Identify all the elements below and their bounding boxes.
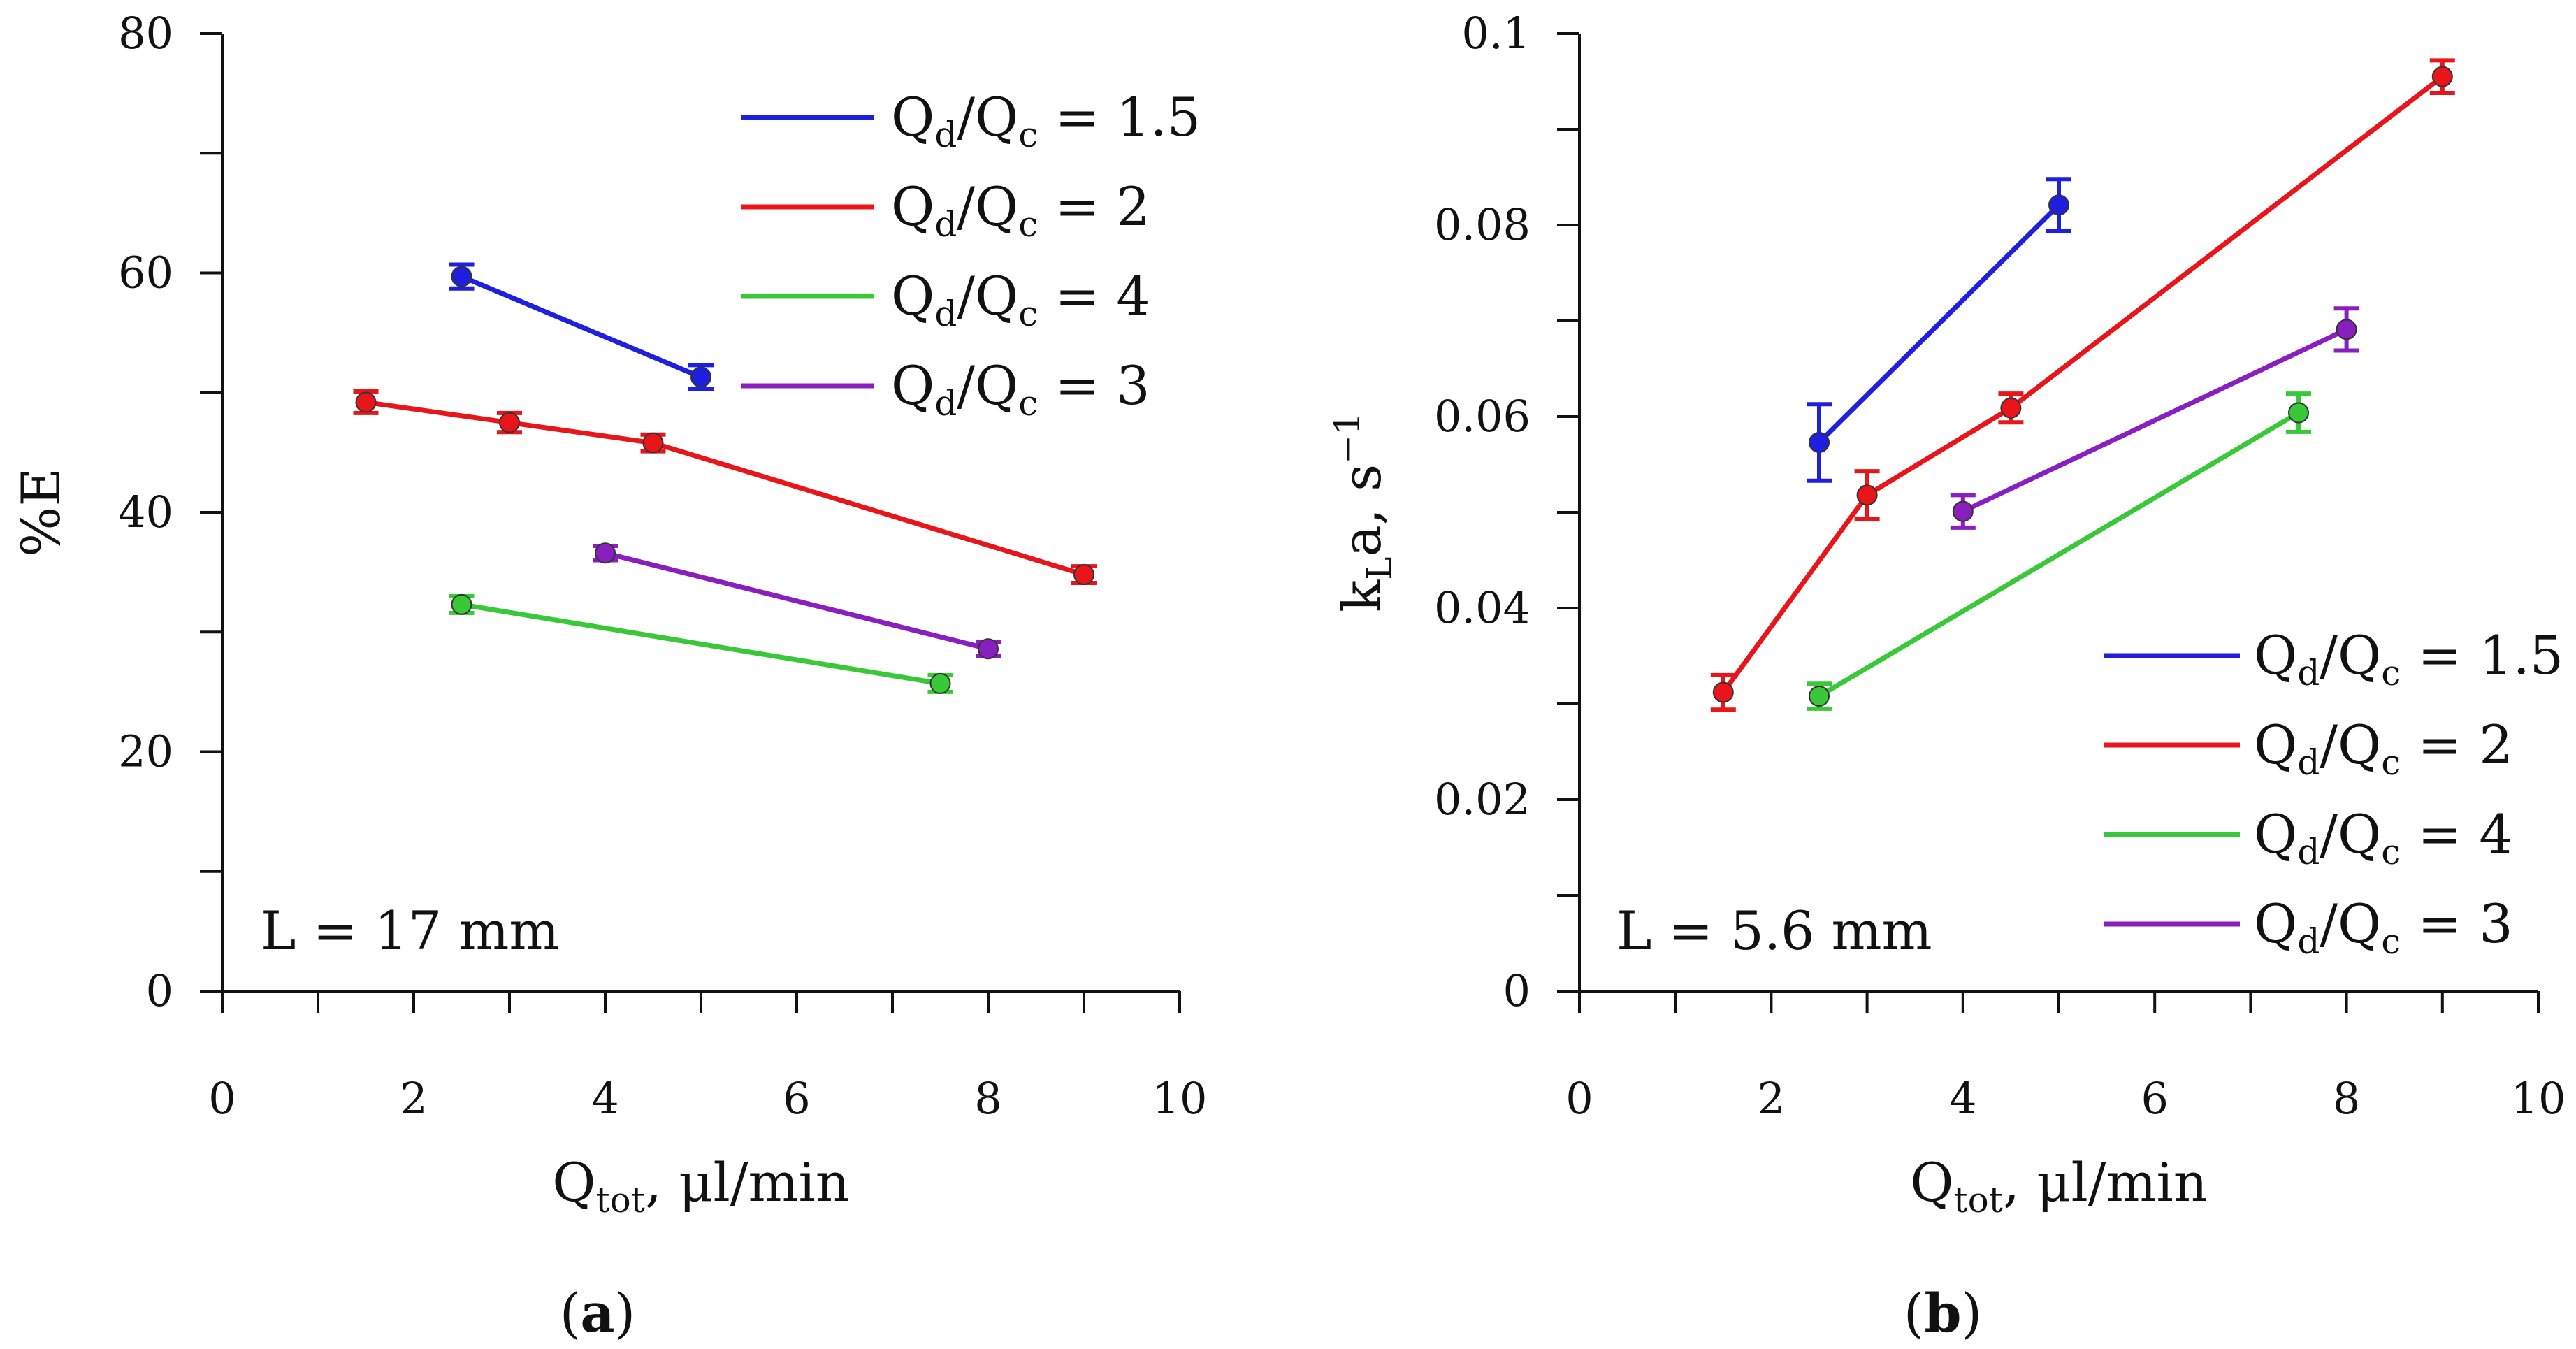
series-line-1 xyxy=(1721,74,2444,694)
legend-label: Qd/Qc = 4 xyxy=(891,265,1150,334)
y-tick-label: 40 xyxy=(118,486,173,538)
y-tick-label: 60 xyxy=(118,247,173,298)
annotation: L = 5.6 mm xyxy=(1616,900,1932,962)
x-tick-label: 4 xyxy=(591,1073,618,1124)
x-tick-label: 2 xyxy=(400,1073,427,1124)
data-point xyxy=(690,366,711,388)
x-tick-label: 0 xyxy=(208,1073,236,1124)
data-point xyxy=(2048,194,2069,216)
x-tick-label: 8 xyxy=(2333,1073,2360,1124)
data-point xyxy=(1952,500,1974,522)
data-point xyxy=(2336,319,2357,340)
x-tick-label: 0 xyxy=(1565,1073,1593,1124)
y-tick-label: 0 xyxy=(146,965,173,1016)
data-point xyxy=(2288,402,2309,424)
legend-label: Qd/Qc = 3 xyxy=(2254,893,2513,962)
y-tick-label: 20 xyxy=(118,726,173,777)
y-tick-label: 0 xyxy=(1503,965,1531,1016)
panel-label: (a) xyxy=(560,1282,636,1344)
x-axis-label: Qtot, μl/min xyxy=(552,1151,850,1220)
series-line-3 xyxy=(605,550,989,651)
annotation: L = 17 mm xyxy=(261,900,559,962)
x-tick-label: 2 xyxy=(1758,1073,1785,1124)
data-point xyxy=(642,432,664,454)
y-tick-label: 0.04 xyxy=(1434,582,1531,633)
series-line-3 xyxy=(1962,327,2348,514)
y-axis-label: %E xyxy=(10,468,72,557)
data-point xyxy=(1809,686,1830,707)
y-tick-label: 0.08 xyxy=(1434,199,1531,250)
legend-label: Qd/Qc = 4 xyxy=(2254,803,2513,872)
series-line-1 xyxy=(366,399,1085,577)
data-point xyxy=(451,266,472,287)
series-line-2 xyxy=(461,602,941,686)
data-point xyxy=(451,593,472,615)
x-tick-label: 10 xyxy=(1152,1073,1208,1124)
y-tick-label: 0.02 xyxy=(1434,774,1531,825)
y-tick-label: 0.1 xyxy=(1461,8,1531,59)
legend-label: Qd/Qc = 3 xyxy=(891,354,1150,424)
y-tick-label: 80 xyxy=(118,8,173,59)
data-point xyxy=(1712,681,1734,703)
data-point xyxy=(929,672,951,694)
data-point xyxy=(499,412,520,433)
data-point xyxy=(1073,564,1094,586)
x-tick-label: 8 xyxy=(974,1073,1001,1124)
y-axis-label: kLa, s−1 xyxy=(1327,412,1400,612)
data-point xyxy=(595,542,616,564)
legend-label: Qd/Qc = 2 xyxy=(2254,714,2513,783)
panel-label: (b) xyxy=(1904,1282,1982,1344)
legend-label: Qd/Qc = 1.5 xyxy=(891,86,1201,155)
data-point xyxy=(1856,484,1878,506)
x-axis-label: Qtot, μl/min xyxy=(1910,1151,2208,1220)
x-tick-label: 10 xyxy=(2511,1073,2566,1124)
legend-label: Qd/Qc = 1.5 xyxy=(2254,624,2563,693)
data-point xyxy=(1809,431,1830,453)
data-point xyxy=(2431,66,2453,87)
legend-label: Qd/Qc = 2 xyxy=(891,175,1150,245)
x-tick-label: 6 xyxy=(783,1073,810,1124)
data-point xyxy=(355,391,377,413)
y-tick-label: 0.06 xyxy=(1434,391,1531,442)
data-point xyxy=(978,638,999,660)
data-point xyxy=(2000,397,2022,419)
x-tick-label: 6 xyxy=(2141,1073,2168,1124)
legend: Qd/Qc = 1.5 Qd/Qc = 2 Qd/Qc = 4 Qd/Qc = 3 xyxy=(2104,624,2563,962)
x-tick-label: 4 xyxy=(1949,1073,1976,1124)
series-line-0 xyxy=(461,274,702,380)
series-line-2 xyxy=(1818,410,2300,699)
series-line-0 xyxy=(1817,203,2061,445)
legend: Qd/Qc = 1.5 Qd/Qc = 2 Qd/Qc = 4 Qd/Qc = 3 xyxy=(741,86,1201,424)
